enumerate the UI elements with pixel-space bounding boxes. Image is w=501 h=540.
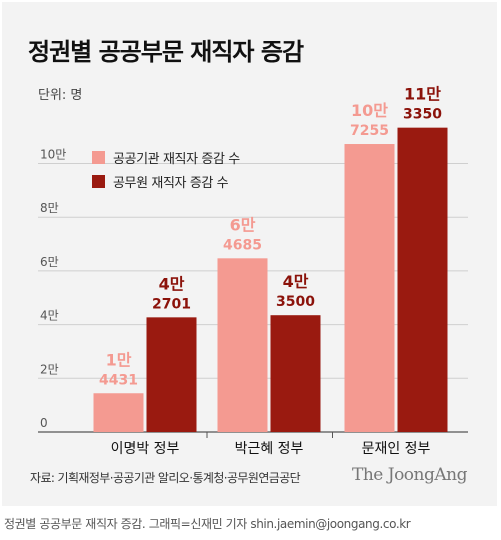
brand-logo: The JoongAng: [352, 465, 467, 485]
legend-item-civil-servant: 공무원 재직자 증감 수: [92, 170, 240, 192]
bar: [270, 315, 321, 432]
data-label-rounded: 6만: [230, 215, 256, 234]
data-label-remainder: 4431: [99, 372, 138, 388]
data-label-rounded: 10만: [351, 101, 388, 120]
data-label-remainder: 3350: [403, 107, 442, 123]
x-category-label: 이명박 정부: [111, 441, 180, 457]
legend-label-civil-servant: 공무원 재직자 증감 수: [113, 175, 229, 191]
legend-swatch-public-institution: [92, 150, 105, 164]
bar: [93, 393, 144, 432]
data-label-remainder: 7255: [350, 123, 389, 139]
data-label-rounded: 4만: [159, 274, 185, 293]
source-note: 자료: 기획재정부·공공기관 알리오·통계청·공무원연금공단: [30, 471, 301, 485]
data-label-remainder: 2701: [152, 296, 191, 312]
bar: [397, 127, 448, 433]
legend: 공공기관 재직자 증감 수 공무원 재직자 증감 수: [92, 146, 240, 194]
y-tick-label: 6만: [40, 255, 59, 269]
x-category-label: 문재인 정부: [362, 441, 431, 457]
bar: [146, 317, 197, 432]
y-tick-label: 2만: [40, 362, 59, 376]
image-caption: 정권별 공공부문 재직자 증감. 그래픽=신재민 기자 shin.jaemin@…: [4, 517, 411, 531]
bar-chart: 0 2만 4만 6만 8만 10만 1만 4431 4만 2701 이명박 정부 6만 4685 4만 35…: [38, 85, 468, 457]
data-label-rounded: 4만: [283, 272, 309, 291]
unit-label: 단위: 명: [38, 88, 83, 103]
chart-title: 정권별 공공부문 재직자 증감: [28, 38, 304, 66]
y-tick-label: 4만: [40, 309, 59, 323]
bar: [344, 144, 395, 432]
legend-item-public-institution: 공공기관 재직자 증감 수: [92, 146, 240, 168]
data-label-remainder: 4685: [223, 237, 262, 253]
x-category-label: 박근혜 정부: [235, 441, 304, 457]
data-label-remainder: 3500: [276, 294, 315, 310]
data-label-rounded: 11만: [404, 85, 441, 104]
legend-swatch-civil-servant: [92, 174, 105, 188]
legend-label-public-institution: 공공기관 재직자 증감 수: [113, 151, 240, 167]
y-tick-label: 8만: [40, 201, 59, 215]
y-tick-label: 0: [40, 416, 48, 430]
y-tick-label: 10만: [40, 148, 66, 162]
data-label-rounded: 1만: [106, 350, 132, 369]
bar: [217, 258, 268, 432]
